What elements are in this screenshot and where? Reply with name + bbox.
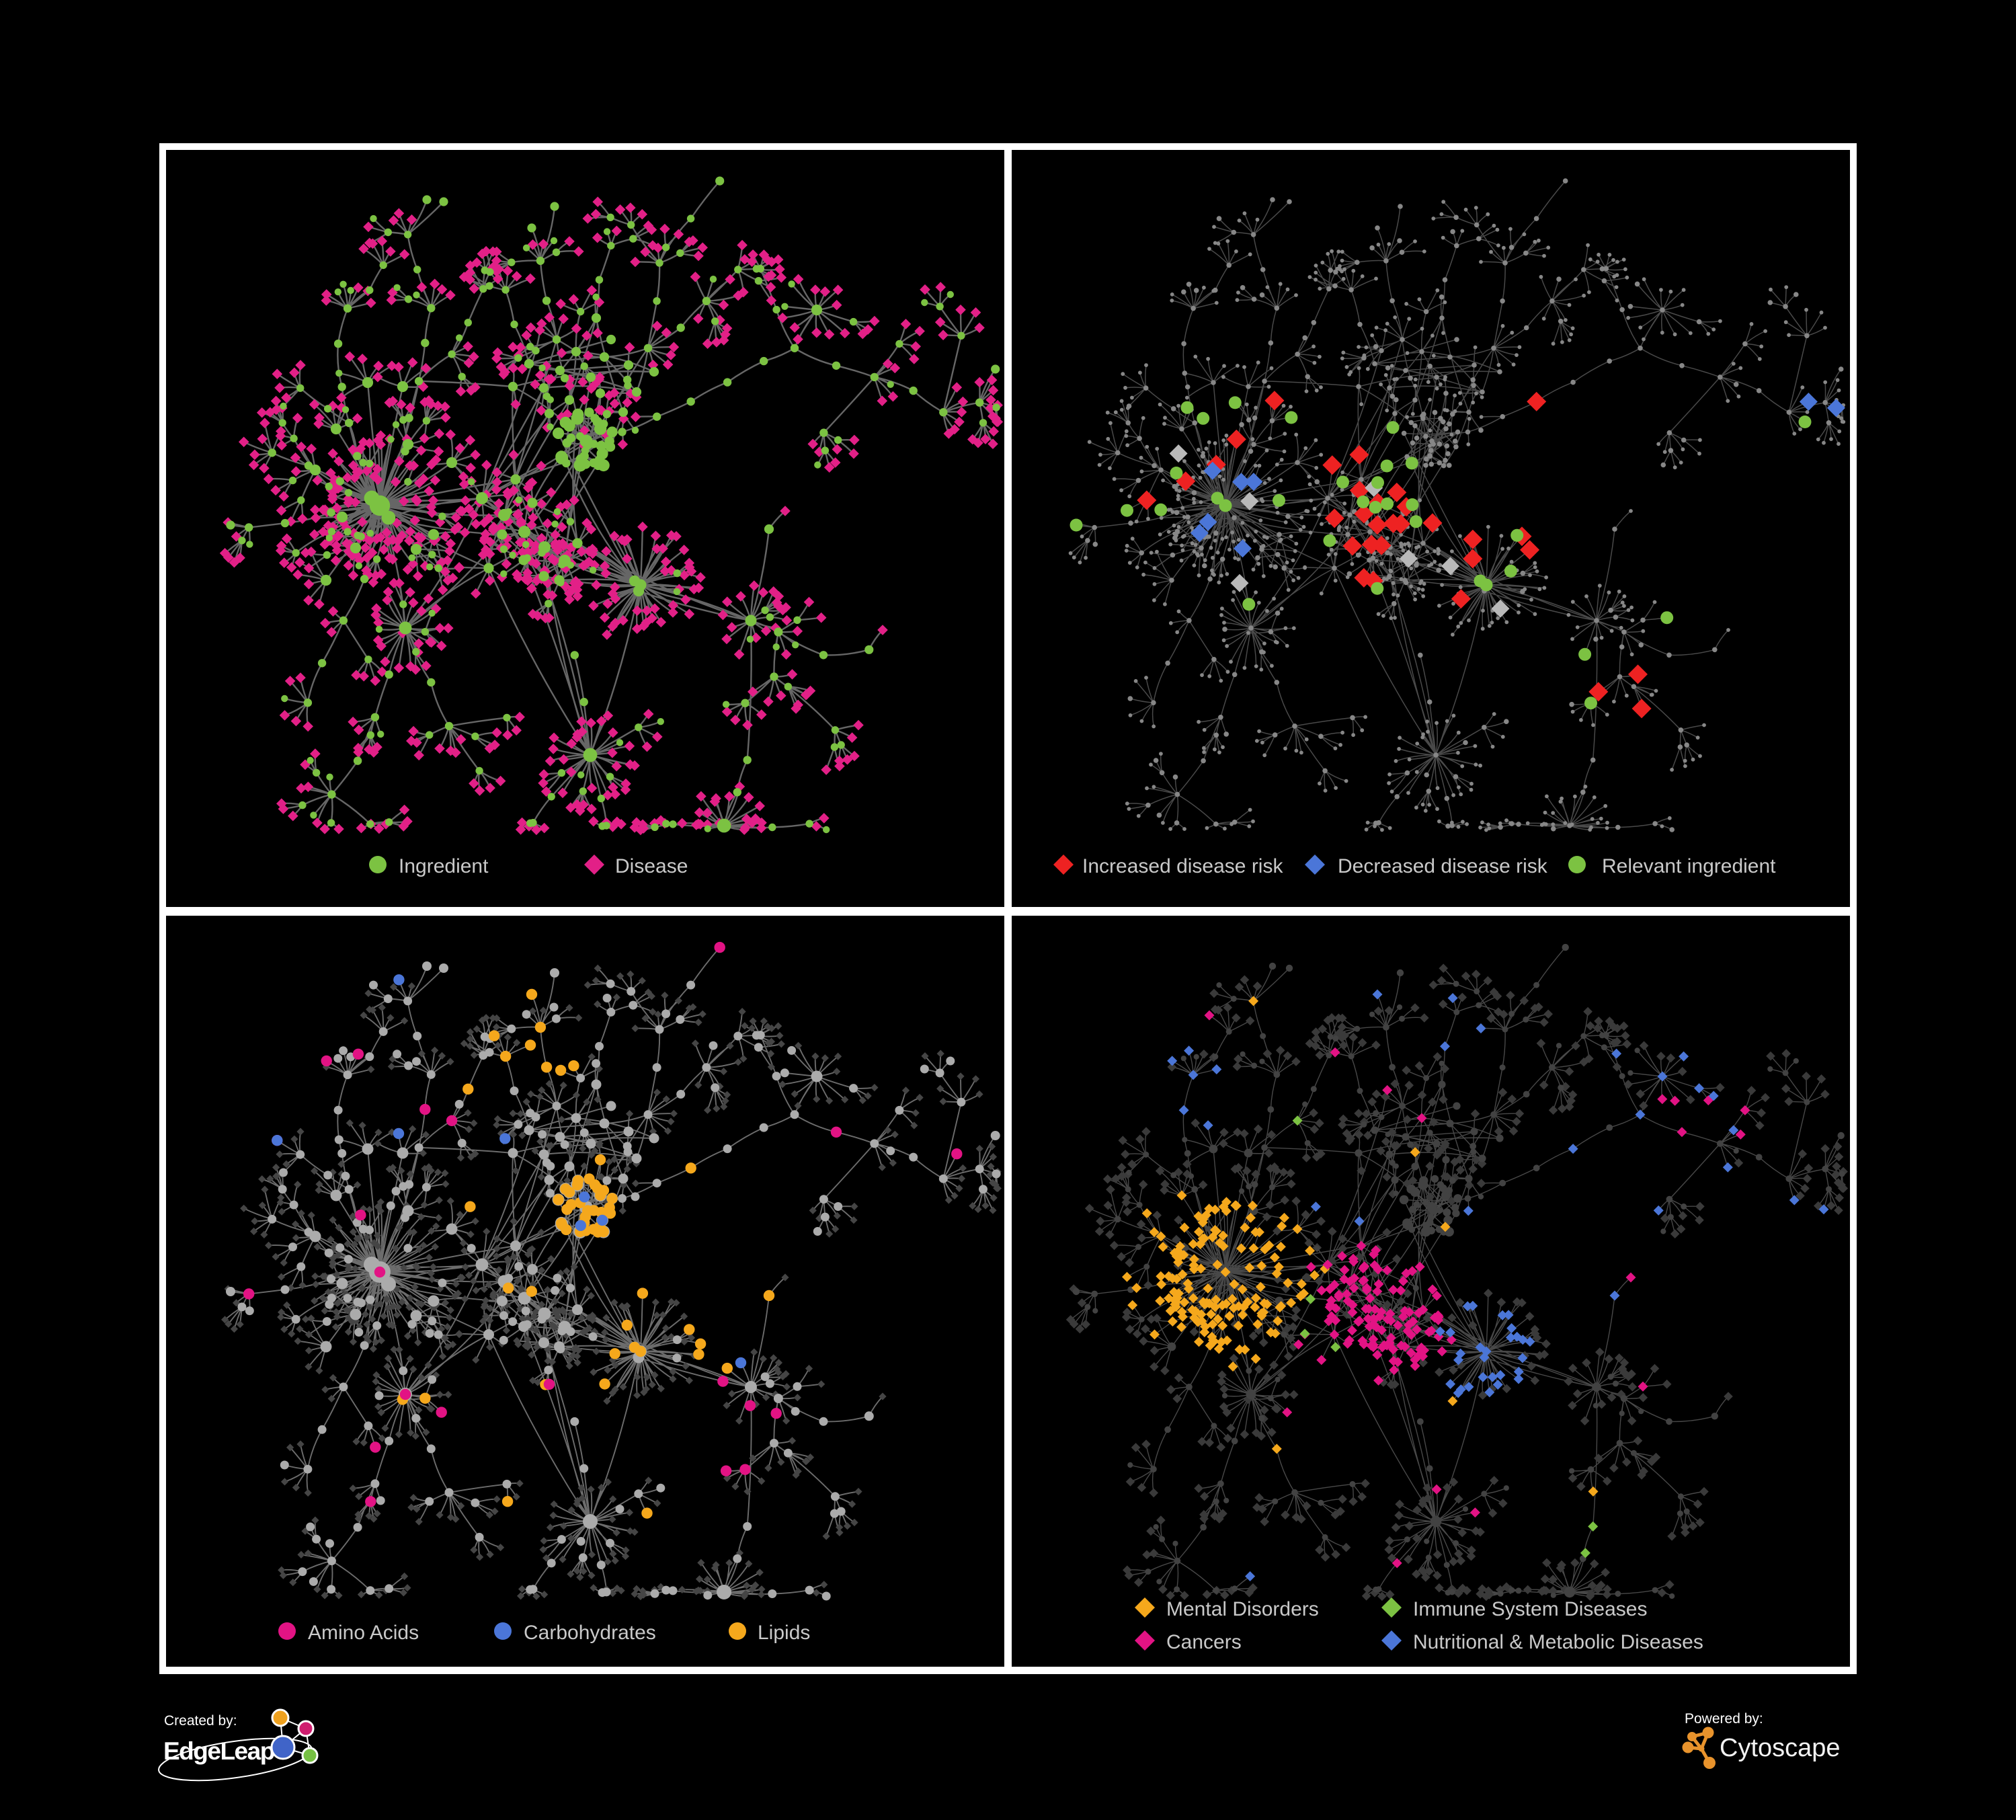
svg-text:Ingredient: Ingredient [399, 855, 489, 877]
svg-text:Cancers: Cancers [1166, 1631, 1242, 1653]
svg-text:Cytoscape: Cytoscape [1720, 1734, 1841, 1762]
svg-text:Lipids: Lipids [758, 1622, 810, 1644]
svg-text:Disease: Disease [615, 855, 688, 877]
svg-text:Relevant ingredient: Relevant ingredient [1602, 855, 1776, 877]
svg-text:Immune System Diseases: Immune System Diseases [1413, 1598, 1647, 1620]
svg-text:EdgeLeap: EdgeLeap [163, 1737, 275, 1765]
svg-text:Nutritional & Metabolic Diseas: Nutritional & Metabolic Diseases [1413, 1631, 1703, 1653]
svg-text:Amino Acids: Amino Acids [308, 1622, 419, 1644]
svg-text:Powered by:: Powered by: [1685, 1711, 1763, 1727]
svg-text:Carbohydrates: Carbohydrates [524, 1622, 656, 1644]
svg-text:Increased disease risk: Increased disease risk [1082, 855, 1283, 877]
svg-text:Decreased disease risk: Decreased disease risk [1338, 855, 1548, 877]
svg-text:Mental Disorders: Mental Disorders [1166, 1598, 1319, 1620]
svg-text:Created by:: Created by: [164, 1713, 237, 1729]
